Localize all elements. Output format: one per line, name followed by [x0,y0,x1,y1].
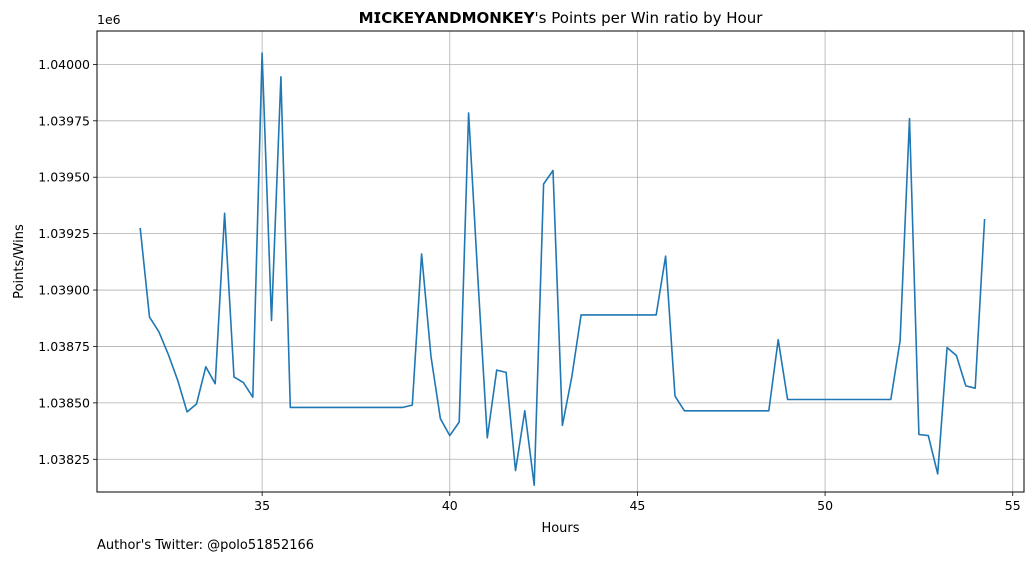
grid [97,31,1024,492]
y-tick-label: 1.03825 [38,452,90,467]
x-axis-label: Hours [541,521,579,536]
plot-frame [96,30,1025,493]
x-tick-label: 45 [629,498,645,513]
axis-ticks: 35 40 45 50 55 1.03825 1.03850 1.03875 1.03900 1.… [38,57,1020,513]
x-tick-label: 55 [1005,498,1021,513]
x-tick-label: 35 [254,498,270,513]
y-tick-label: 1.03875 [38,339,90,354]
x-tick-label: 50 [817,498,833,513]
y-tick-label: 1.03950 [38,170,90,185]
chart-title: 𝗠𝗜𝗖𝗞𝗘𝗬𝗔𝗡𝗗𝗠𝗢𝗡𝗞𝗘𝗬's Points per Win ratio b… [359,9,764,27]
y-axis-offset-label: 1e6 [97,12,121,27]
y-tick-label: 1.03975 [38,113,90,128]
x-tick-label: 40 [442,498,458,513]
y-tick-label: 1.04000 [38,57,90,72]
author-credit: Author's Twitter: @polo51852166 [97,538,315,553]
y-tick-label: 1.03850 [38,395,90,410]
y-tick-label: 1.03925 [38,226,90,241]
y-axis-label: Points/Wins [12,224,27,299]
y-tick-label: 1.03900 [38,283,90,298]
series-layer [139,52,986,487]
series-line [139,52,986,487]
